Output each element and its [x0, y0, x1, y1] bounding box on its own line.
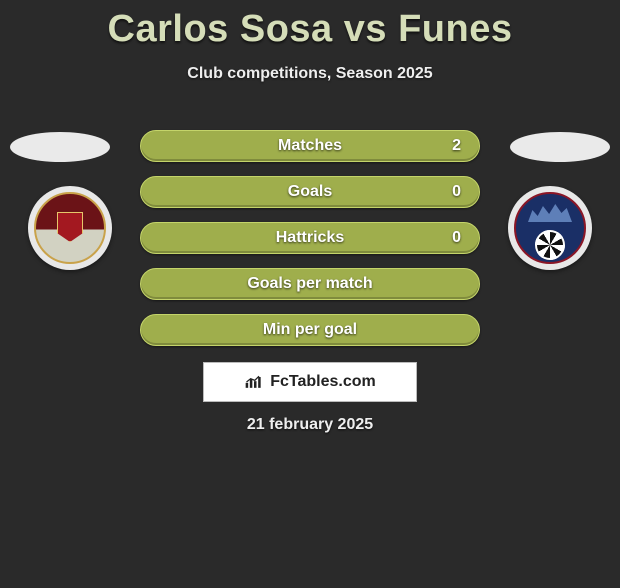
stat-bar-goals-per-match: Goals per match: [140, 268, 480, 300]
brand-box[interactable]: FcTables.com: [203, 362, 417, 402]
page-subtitle: Club competitions, Season 2025: [0, 65, 620, 83]
stat-label: Hattricks: [276, 229, 344, 247]
stat-bar-hattricks: Hattricks 0: [140, 222, 480, 254]
brand-text: FcTables.com: [270, 373, 376, 391]
stats-bars: Matches 2 Goals 0 Hattricks 0 Goals per …: [140, 130, 480, 360]
carabobo-crest-icon: [34, 192, 106, 264]
player-disc-right: [510, 132, 610, 162]
stat-bar-goals: Goals 0: [140, 176, 480, 208]
club-badge-right: [508, 186, 592, 270]
stat-value-right: 2: [452, 137, 461, 155]
date-text: 21 february 2025: [0, 416, 620, 434]
stat-bar-matches: Matches 2: [140, 130, 480, 162]
stat-label: Goals: [288, 183, 332, 201]
metropolitanos-crest-icon: [514, 192, 586, 264]
page-title: Carlos Sosa vs Funes: [0, 8, 620, 51]
stat-label: Min per goal: [263, 321, 357, 339]
club-badge-left: [28, 186, 112, 270]
stat-label: Matches: [278, 137, 342, 155]
stat-value-right: 0: [452, 183, 461, 201]
player-disc-left: [10, 132, 110, 162]
bar-chart-icon: [244, 374, 264, 390]
stat-bar-min-per-goal: Min per goal: [140, 314, 480, 346]
stat-label: Goals per match: [247, 275, 372, 293]
stat-value-right: 0: [452, 229, 461, 247]
